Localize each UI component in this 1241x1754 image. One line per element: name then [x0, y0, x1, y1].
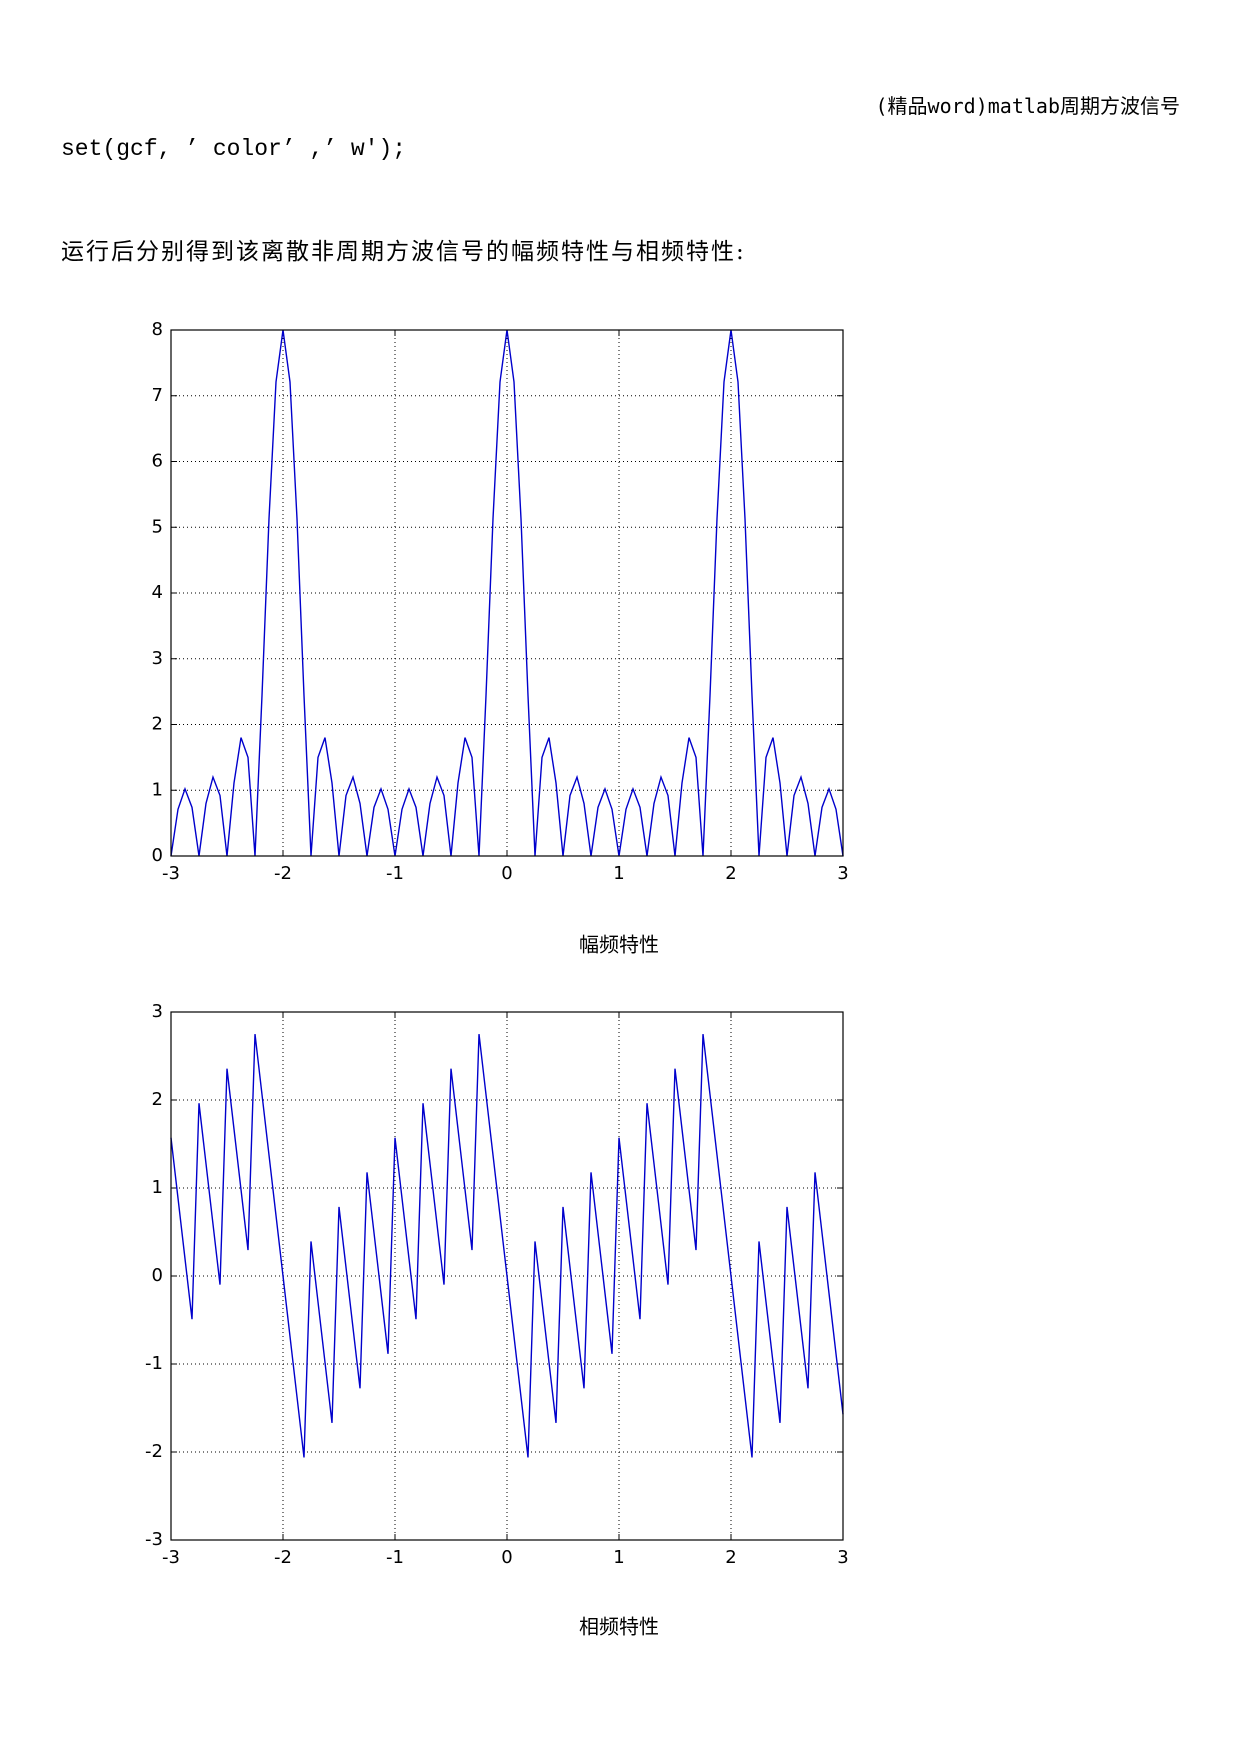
y-tick-label: 4 — [152, 582, 163, 603]
x-tick-label: 2 — [725, 863, 736, 884]
y-tick-label: 0 — [152, 1265, 163, 1286]
y-tick-label: 3 — [152, 1001, 163, 1022]
axes-frame — [170, 1011, 844, 1541]
x-tick-label: 3 — [837, 1547, 848, 1568]
figure-caption: 幅频特性 — [579, 933, 659, 957]
x-tick-label: -3 — [162, 863, 180, 884]
x-tick-label: -1 — [386, 863, 404, 884]
y-tick-label: 2 — [152, 1089, 163, 1110]
y-tick-label: 3 — [152, 648, 163, 669]
axes-frame — [170, 329, 844, 857]
paragraph: 运行后分别得到该离散非周期方波信号的幅频特性与相频特性: — [61, 239, 746, 265]
y-tick-label: -1 — [145, 1353, 163, 1374]
y-tick-label: 7 — [152, 385, 163, 406]
y-tick-label: 1 — [152, 1177, 163, 1198]
page-header: (精品word)matlab周期方波信号 — [875, 94, 1181, 118]
y-tick-label: 0 — [152, 845, 163, 866]
x-tick-label: 0 — [501, 1547, 512, 1568]
y-tick-label: 2 — [152, 714, 163, 735]
x-tick-label: 3 — [837, 863, 848, 884]
x-tick-label: -2 — [274, 863, 292, 884]
data-line — [170, 1034, 844, 1458]
x-tick-label: 1 — [613, 1547, 624, 1568]
x-tick-label: 1 — [613, 863, 624, 884]
y-tick-label: 8 — [152, 319, 163, 340]
x-tick-label: -3 — [162, 1547, 180, 1568]
y-tick-label: 1 — [152, 779, 163, 800]
x-tick-label: -2 — [274, 1547, 292, 1568]
figure-caption: 相频特性 — [579, 1615, 659, 1639]
code-line: set(gcf, ’ color’ ,’ w'); — [61, 136, 407, 162]
x-tick-label: 0 — [501, 863, 512, 884]
y-tick-label: 6 — [152, 451, 163, 472]
y-tick-label: -3 — [145, 1529, 163, 1550]
x-tick-label: -1 — [386, 1547, 404, 1568]
y-tick-label: -2 — [145, 1441, 163, 1462]
x-tick-label: 2 — [725, 1547, 736, 1568]
y-tick-label: 5 — [152, 516, 163, 537]
